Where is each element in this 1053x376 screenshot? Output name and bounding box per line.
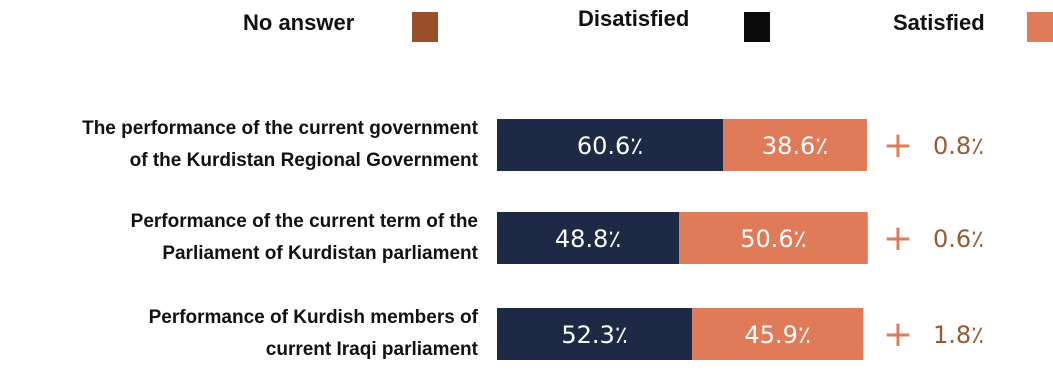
legend-label-no-answer: No answer — [243, 10, 355, 35]
bar-label-dissatisfied-0: 60.6٪ — [577, 132, 643, 160]
category-label-2-line-1: current Iraqi parliament — [266, 339, 479, 360]
bar-dissatisfied-1 — [497, 212, 680, 264]
plus-sign-2: + — [883, 314, 913, 355]
bar-dissatisfied-0 — [497, 119, 724, 171]
category-label-0-line-1: of the Kurdistan Regional Government — [130, 150, 479, 171]
legend-label-satisfied: Satisfied — [893, 10, 985, 35]
bar-satisfied-1 — [679, 212, 868, 264]
bar-satisfied-2 — [692, 308, 864, 360]
no-answer-label-0: 0.8٪ — [933, 132, 984, 160]
bar-label-satisfied-1: 50.6٪ — [740, 225, 806, 253]
legend-swatch-disatisfied — [744, 12, 770, 42]
bar-label-dissatisfied-2: 52.3٪ — [561, 321, 627, 349]
legend-swatch-no-answer — [412, 12, 438, 42]
plus-sign-0: + — [883, 125, 913, 166]
bar-label-dissatisfied-1: 48.8٪ — [555, 225, 621, 253]
category-label-1-line-0: Performance of the current term of the — [131, 211, 478, 232]
chart-legend: No answer Disatisfied Satisfied — [0, 0, 1053, 60]
no-answer-label-2: 1.8٪ — [933, 321, 984, 349]
bar-label-satisfied-0: 38.6٪ — [762, 132, 828, 160]
bar-satisfied-0 — [723, 119, 868, 171]
bar-dissatisfied-2 — [497, 308, 693, 360]
no-answer-label-1: 0.6٪ — [933, 225, 984, 253]
bar-label-satisfied-2: 45.9٪ — [745, 321, 811, 349]
category-label-1-line-1: Parliament of Kurdistan parliament — [162, 243, 478, 264]
legend-label-disatisfied: Disatisfied — [578, 6, 690, 31]
legend-swatch-satisfied — [1027, 12, 1053, 42]
plus-sign-1: + — [883, 218, 913, 259]
category-label-0-line-0: The performance of the current governmen… — [82, 118, 479, 139]
category-label-2-line-0: Performance of Kurdish members of — [149, 307, 479, 328]
